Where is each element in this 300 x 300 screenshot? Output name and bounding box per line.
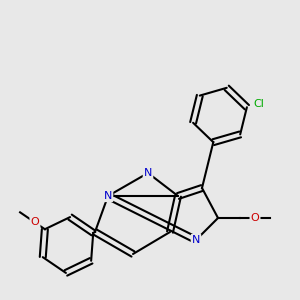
Text: N: N — [104, 191, 112, 201]
Text: O: O — [250, 213, 260, 223]
Text: Cl: Cl — [253, 99, 264, 109]
Text: N: N — [144, 168, 152, 178]
Text: O: O — [31, 218, 39, 227]
Text: N: N — [192, 235, 200, 245]
